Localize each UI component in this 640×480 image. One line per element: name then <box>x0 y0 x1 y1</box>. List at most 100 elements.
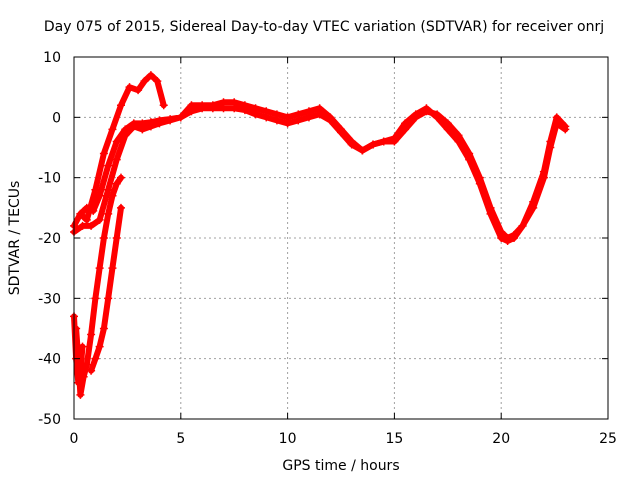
data-point <box>219 104 228 113</box>
data-point <box>159 101 168 110</box>
data-point <box>315 110 324 119</box>
data-point <box>497 234 506 242</box>
data-point <box>91 294 100 303</box>
series-trace <box>77 72 167 223</box>
data-point <box>76 390 85 399</box>
data-point <box>108 264 117 273</box>
data-point <box>198 104 207 113</box>
data-series <box>70 71 570 399</box>
data-point <box>187 107 196 116</box>
data-point <box>74 378 83 387</box>
data-point <box>76 209 85 218</box>
data-point <box>116 101 125 110</box>
x-tick-label: 15 <box>385 431 403 447</box>
data-point <box>304 113 313 122</box>
data-point <box>82 215 91 224</box>
y-tick-label: -20 <box>38 231 61 247</box>
data-point <box>95 342 104 351</box>
data-point <box>379 137 388 146</box>
data-point <box>240 106 249 115</box>
data-point <box>104 185 113 194</box>
x-tick-label: 5 <box>176 431 185 447</box>
data-point <box>176 113 185 122</box>
data-point <box>326 116 335 125</box>
data-point <box>454 137 463 146</box>
data-point <box>401 119 410 128</box>
data-point <box>76 366 85 375</box>
x-axis-label: GPS time / hours <box>282 458 399 474</box>
y-axis-ticks: -50 -40 -30 -20 -10 0 10 <box>38 50 608 428</box>
y-tick-label: 10 <box>43 50 61 66</box>
data-point <box>95 215 104 224</box>
data-point <box>390 134 399 143</box>
data-point <box>272 116 281 125</box>
data-point <box>116 173 125 182</box>
data-point <box>411 110 420 119</box>
data-point <box>465 155 474 164</box>
data-point <box>518 221 527 230</box>
data-point <box>116 203 125 212</box>
data-point <box>347 140 356 149</box>
data-point <box>108 125 117 134</box>
data-point <box>112 137 121 146</box>
data-point <box>294 116 303 125</box>
data-point <box>546 137 555 146</box>
x-tick-label: 20 <box>492 431 510 447</box>
data-point <box>433 113 442 122</box>
data-point <box>262 113 271 122</box>
data-point <box>140 77 149 86</box>
x-tick-label: 10 <box>279 431 297 447</box>
data-point <box>529 197 538 206</box>
data-point <box>104 161 113 170</box>
data-point <box>95 264 104 273</box>
data-point <box>510 234 519 242</box>
data-point <box>104 209 113 218</box>
series-track-c <box>76 71 168 224</box>
data-point <box>230 104 239 113</box>
y-tick-label: -10 <box>38 171 61 187</box>
data-point <box>337 128 345 137</box>
y-axis-label: SDTVAR / TECUs <box>7 181 23 296</box>
data-point <box>146 122 155 131</box>
data-point <box>112 179 121 188</box>
data-point <box>99 324 108 333</box>
data-point <box>134 86 143 95</box>
data-point <box>78 342 87 351</box>
data-point <box>91 354 100 363</box>
data-point <box>125 83 134 92</box>
data-point <box>91 185 100 194</box>
data-point <box>539 167 548 176</box>
data-point <box>208 104 217 113</box>
data-point <box>121 131 130 140</box>
data-point <box>283 119 292 128</box>
chart-title: Day 075 of 2015, Sidereal Day-to-day VTE… <box>44 19 604 35</box>
data-point <box>95 191 104 200</box>
data-point <box>369 140 378 149</box>
x-tick-label: 25 <box>599 431 617 447</box>
data-point <box>99 234 108 242</box>
data-point <box>104 294 113 303</box>
data-point <box>443 125 452 134</box>
data-point <box>87 330 96 339</box>
data-point <box>166 116 175 125</box>
data-point <box>358 146 367 155</box>
grid-lines <box>74 57 608 419</box>
x-axis-ticks: 0 5 10 15 20 25 <box>70 57 617 447</box>
data-point <box>552 113 561 122</box>
data-point <box>78 221 87 230</box>
data-point <box>422 104 431 113</box>
data-point <box>112 155 121 164</box>
y-tick-label: -50 <box>38 412 61 428</box>
data-point <box>146 71 155 80</box>
y-tick-label: -30 <box>38 291 61 307</box>
data-point <box>129 122 138 131</box>
data-point <box>486 209 495 218</box>
data-point <box>503 237 512 246</box>
data-point <box>561 122 570 131</box>
series-track-f <box>87 203 125 375</box>
series-trace <box>71 105 569 244</box>
y-tick-label: -40 <box>38 352 61 368</box>
data-point <box>475 179 484 188</box>
data-point <box>138 125 147 134</box>
